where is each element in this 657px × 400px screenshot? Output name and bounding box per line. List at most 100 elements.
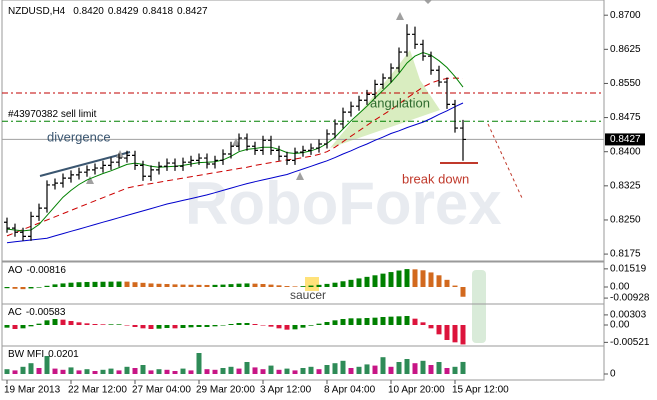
histogram-bar bbox=[380, 273, 386, 287]
histogram-bar bbox=[164, 325, 170, 328]
histogram-bar bbox=[308, 366, 314, 374]
histogram-bar bbox=[204, 284, 210, 287]
ohlc-bar bbox=[20, 227, 26, 241]
ohlc-bar bbox=[268, 135, 274, 155]
histogram-bar bbox=[300, 325, 306, 328]
histogram-bar bbox=[452, 366, 458, 374]
histogram-bar bbox=[188, 370, 194, 374]
ohlc-bar bbox=[260, 135, 266, 155]
histogram-bar bbox=[124, 325, 130, 326]
histogram-bar bbox=[140, 325, 146, 329]
histogram-bar bbox=[404, 269, 410, 287]
histogram-bar bbox=[372, 317, 378, 325]
histogram-bar bbox=[436, 325, 442, 335]
histogram-bar bbox=[292, 370, 298, 374]
histogram-bar bbox=[452, 285, 458, 287]
histogram-bar bbox=[260, 284, 266, 287]
histogram-bar bbox=[412, 269, 418, 287]
histogram-bar bbox=[172, 371, 178, 374]
histogram-bar bbox=[12, 325, 18, 329]
indicator-name: AO bbox=[8, 265, 23, 276]
histogram-bar bbox=[388, 366, 394, 374]
annotation: break down bbox=[402, 171, 469, 186]
histogram-bar bbox=[68, 282, 74, 287]
histogram-bar bbox=[428, 365, 434, 374]
ohlc-bar bbox=[356, 95, 362, 111]
x-tick-label: 10 Apr 20:00 bbox=[388, 385, 445, 396]
histogram-bar bbox=[340, 360, 346, 374]
histogram-bar bbox=[268, 325, 274, 327]
ohlc-bar bbox=[132, 150, 138, 170]
annotation: saucer bbox=[290, 288, 326, 302]
ohlc-bar bbox=[436, 65, 442, 87]
ohlc-bar bbox=[244, 133, 250, 151]
histogram-bar bbox=[340, 319, 346, 325]
histogram-bar bbox=[124, 366, 130, 374]
histogram-bar bbox=[12, 287, 18, 289]
histogram-bar bbox=[420, 322, 426, 325]
histogram-bar bbox=[228, 366, 234, 374]
fractal bbox=[86, 176, 94, 184]
histogram-bar bbox=[316, 323, 322, 325]
forecast-arrow bbox=[487, 123, 523, 199]
histogram-bar bbox=[164, 284, 170, 287]
histogram-bar bbox=[68, 321, 74, 325]
ohlc-bar bbox=[228, 141, 234, 159]
histogram-bar bbox=[116, 324, 122, 325]
histogram-bar bbox=[156, 369, 162, 374]
histogram-bar bbox=[244, 323, 250, 325]
ohlc-bar bbox=[100, 160, 106, 173]
histogram-bar bbox=[108, 368, 114, 374]
ohlc-bar bbox=[388, 63, 394, 83]
last-price-label: 0.8427 bbox=[610, 134, 641, 145]
indicator-name: BW MFI bbox=[8, 349, 44, 360]
y-tick-label: 0.8325 bbox=[610, 180, 641, 191]
panel-frame bbox=[1, 0, 605, 262]
y-tick-label: 0.00303 bbox=[610, 310, 647, 321]
histogram-bar bbox=[356, 278, 362, 287]
header-value: 0.8420 bbox=[73, 6, 104, 17]
histogram-bar bbox=[220, 284, 226, 287]
ohlc-bar bbox=[276, 145, 282, 161]
annotation: angulation bbox=[370, 95, 430, 110]
y-tick-label: 0.00 bbox=[610, 282, 630, 293]
y-tick-label: 0.8475 bbox=[610, 112, 641, 123]
histogram-bar bbox=[348, 279, 354, 287]
histogram-bar bbox=[324, 365, 330, 374]
y-tick-label: -0.00521 bbox=[610, 337, 650, 348]
indicator-value: 0.0201 bbox=[48, 349, 79, 360]
annotation: divergence bbox=[47, 129, 111, 144]
histogram-bar bbox=[396, 316, 402, 325]
x-tick-label: 22 Mar 12:00 bbox=[68, 385, 127, 396]
histogram-bar bbox=[180, 368, 186, 374]
ohlc-bar bbox=[460, 119, 466, 161]
histogram-bar bbox=[300, 286, 306, 287]
histogram-bar bbox=[108, 281, 114, 287]
histogram-bar bbox=[228, 324, 234, 325]
histogram-bar bbox=[148, 370, 154, 374]
indicator-title: BW MFI 0.0201 bbox=[8, 349, 79, 360]
header-value: 0.8418 bbox=[142, 6, 173, 17]
y-tick-label: 0.8400 bbox=[610, 146, 641, 157]
y-tick-label: 0.00 bbox=[610, 320, 630, 331]
histogram-bar bbox=[188, 325, 194, 328]
ohlc-bar bbox=[412, 26, 418, 49]
ohlc-bar bbox=[428, 51, 434, 75]
histogram-bar bbox=[100, 369, 106, 374]
ohlc-bar bbox=[348, 101, 354, 117]
ohlc-bar bbox=[452, 99, 458, 133]
histogram-bar bbox=[324, 322, 330, 325]
ohlc-bar bbox=[292, 147, 298, 165]
x-tick-label: 27 Mar 04:00 bbox=[132, 385, 191, 396]
histogram-bar bbox=[292, 286, 298, 287]
histogram-bar bbox=[44, 356, 50, 374]
histogram-bar bbox=[460, 325, 466, 345]
histogram-bar bbox=[228, 284, 234, 287]
histogram-bar bbox=[180, 284, 186, 287]
histogram-bar bbox=[308, 285, 314, 287]
ohlc-bar bbox=[68, 170, 74, 183]
histogram-bar bbox=[60, 283, 66, 287]
histogram-bar bbox=[236, 368, 242, 374]
ohlc-bar bbox=[4, 217, 10, 233]
